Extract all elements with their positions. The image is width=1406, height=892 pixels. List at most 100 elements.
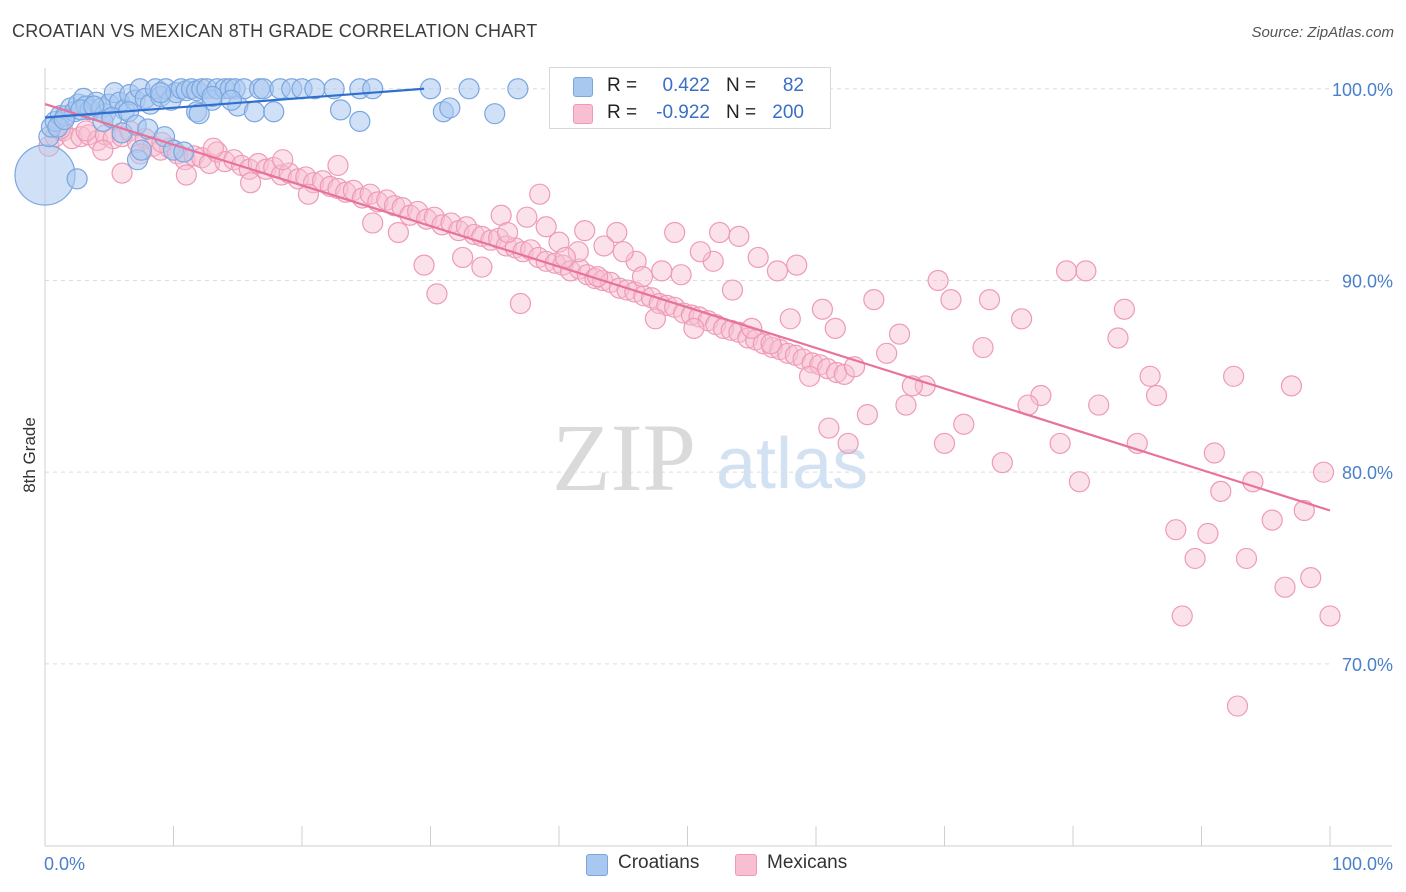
mexicans-point xyxy=(1300,567,1322,589)
mexicans-point xyxy=(766,260,789,282)
mexicans-point xyxy=(535,216,557,238)
mexicans-point xyxy=(876,342,898,364)
croatians-swatch xyxy=(573,77,593,97)
croatians-point xyxy=(220,89,242,111)
mexicans-point xyxy=(175,164,197,186)
mexicans-point xyxy=(606,221,628,244)
mexicans-point xyxy=(431,214,453,236)
mexicans-point xyxy=(1223,365,1245,387)
mexicans-point xyxy=(1312,461,1335,483)
croatians-point xyxy=(507,78,529,100)
croatians-n-value: 82 xyxy=(782,75,804,96)
mexicans-point xyxy=(888,323,911,345)
mexicans-point xyxy=(664,221,686,244)
mexicans-legend-swatch xyxy=(735,854,757,876)
mexicans-point xyxy=(359,183,381,205)
mexicans-point xyxy=(327,154,349,177)
mexicans-point xyxy=(463,223,485,246)
mexicans-point xyxy=(92,139,114,161)
mexicans-point xyxy=(1235,547,1258,570)
croatians-point xyxy=(263,101,285,123)
croatians-trend-line xyxy=(44,87,425,119)
croatians-point xyxy=(362,78,384,100)
mexicans-point xyxy=(1165,519,1187,541)
watermark-atlas: atlas xyxy=(716,424,868,504)
mexicans-point xyxy=(593,235,615,257)
stats-legend: R = 0.422 N = 82 R = -0.922 N = 200 xyxy=(549,67,831,129)
mexicans-point xyxy=(554,246,577,269)
x-tick-label: 0.0% xyxy=(44,854,85,874)
mexicans-point xyxy=(670,264,692,286)
mexicans-point xyxy=(272,149,294,171)
mexicans-point xyxy=(1075,260,1097,282)
mexicans-point xyxy=(616,279,638,301)
mexicans-point xyxy=(1049,432,1071,455)
croatians-legend-swatch xyxy=(586,854,608,876)
mexicans-point xyxy=(824,317,846,339)
mexicans-point xyxy=(1171,605,1193,627)
mexicans-point xyxy=(1210,480,1232,502)
mexicans-point xyxy=(895,394,917,416)
mexicans-point xyxy=(509,292,532,315)
croatians-r-label: R = xyxy=(607,75,638,96)
mexicans-n-value: 200 xyxy=(772,102,804,123)
mexicans-point xyxy=(1261,509,1283,531)
y-tick-label: 70.0% xyxy=(1342,655,1393,675)
mexicans-point xyxy=(779,308,801,330)
mexicans-point xyxy=(798,365,821,387)
croatians-point xyxy=(243,101,266,123)
croatians-point xyxy=(14,144,76,206)
mexicans-point xyxy=(452,246,474,269)
mexicans-point xyxy=(1068,471,1091,493)
mexicans-point xyxy=(1139,365,1161,387)
watermark-zip: ZIP xyxy=(552,404,696,511)
y-axis-title: 8th Grade xyxy=(20,417,39,493)
y-tick-label: 90.0% xyxy=(1342,271,1393,291)
mexicans-point xyxy=(837,432,859,455)
croatians-point xyxy=(349,110,371,132)
croatians-point xyxy=(329,99,352,121)
mexicans-r-label: R = xyxy=(607,102,638,123)
mexicans-point xyxy=(747,246,769,269)
mexicans-point xyxy=(240,172,262,194)
mexicans-point xyxy=(953,413,975,435)
mexicans-point xyxy=(111,162,133,184)
watermark: ZIP atlas xyxy=(552,404,868,511)
y-tick-label: 100.0% xyxy=(1332,80,1393,100)
mexicans-point xyxy=(471,256,493,278)
mexicans-point xyxy=(631,266,654,288)
mexicans-point xyxy=(689,241,711,263)
mexicans-point xyxy=(1107,327,1129,349)
y-tick-label: 80.0% xyxy=(1342,463,1393,483)
croatians-point xyxy=(150,81,172,104)
mexicans-point xyxy=(342,179,364,201)
chart-title: CROATIAN VS MEXICAN 8TH GRADE CORRELATIO… xyxy=(12,21,538,41)
mexicans-point xyxy=(709,221,731,244)
mexicans-trend-line xyxy=(44,103,1331,512)
croatians-point xyxy=(323,78,345,100)
mexicans-point xyxy=(728,225,750,247)
croatians-point xyxy=(484,103,506,125)
mexicans-point xyxy=(978,289,1001,311)
mexicans-point xyxy=(1203,442,1225,464)
mexicans-point xyxy=(972,336,994,359)
trend-lines xyxy=(44,87,1331,512)
mexicans-point xyxy=(362,212,384,234)
mexicans-point xyxy=(811,298,834,320)
mexicans-point xyxy=(940,289,962,311)
mexicans-point xyxy=(683,317,705,339)
mexicans-point xyxy=(75,120,97,142)
mexicans-point xyxy=(520,239,542,261)
mexicans-point xyxy=(612,241,634,263)
mexicans-swatch xyxy=(573,104,593,124)
mexicans-point xyxy=(644,308,666,330)
mexicans-point xyxy=(933,432,956,455)
mexicans-point xyxy=(516,206,538,228)
mexicans-point xyxy=(927,269,949,292)
x-tick-label: 100.0% xyxy=(1332,854,1393,874)
croatians-point xyxy=(439,97,461,119)
mexicans-point xyxy=(1319,605,1341,627)
legend-row-mexicans: R = -0.922 N = 200 xyxy=(550,99,830,127)
mexicans-legend-label: Mexicans xyxy=(767,852,848,873)
